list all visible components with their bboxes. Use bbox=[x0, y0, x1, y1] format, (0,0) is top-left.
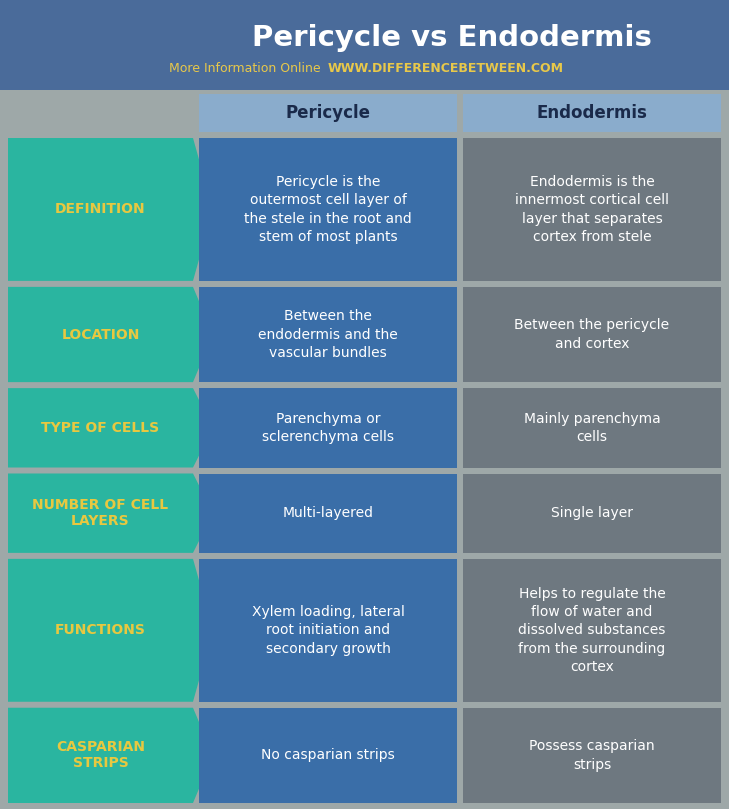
Text: Endodermis is the
innermost cortical cell
layer that separates
cortex from stele: Endodermis is the innermost cortical cel… bbox=[515, 175, 669, 244]
Text: More Information Online: More Information Online bbox=[169, 61, 321, 74]
Text: Between the pericycle
and cortex: Between the pericycle and cortex bbox=[515, 318, 669, 350]
Polygon shape bbox=[8, 138, 213, 281]
FancyBboxPatch shape bbox=[463, 138, 721, 281]
Polygon shape bbox=[8, 559, 213, 701]
Text: No casparian strips: No casparian strips bbox=[261, 748, 395, 762]
Text: Mainly parenchyma
cells: Mainly parenchyma cells bbox=[523, 412, 660, 444]
Text: LOCATION: LOCATION bbox=[61, 328, 140, 341]
Polygon shape bbox=[8, 287, 213, 382]
Text: Pericycle: Pericycle bbox=[286, 104, 370, 122]
FancyBboxPatch shape bbox=[463, 473, 721, 553]
Text: Pericycle is the
outermost cell layer of
the stele in the root and
stem of most : Pericycle is the outermost cell layer of… bbox=[244, 175, 412, 244]
FancyBboxPatch shape bbox=[463, 94, 721, 132]
Text: Single layer: Single layer bbox=[551, 506, 633, 520]
FancyBboxPatch shape bbox=[199, 94, 457, 132]
FancyBboxPatch shape bbox=[463, 287, 721, 382]
Text: Parenchyma or
sclerenchyma cells: Parenchyma or sclerenchyma cells bbox=[262, 412, 394, 444]
Text: Possess casparian
strips: Possess casparian strips bbox=[529, 739, 655, 772]
FancyBboxPatch shape bbox=[0, 0, 729, 90]
Text: DEFINITION: DEFINITION bbox=[55, 202, 146, 217]
Text: Between the
endodermis and the
vascular bundles: Between the endodermis and the vascular … bbox=[258, 309, 398, 360]
FancyBboxPatch shape bbox=[199, 559, 457, 701]
Polygon shape bbox=[8, 473, 213, 553]
FancyBboxPatch shape bbox=[199, 138, 457, 281]
Text: Pericycle vs Endodermis: Pericycle vs Endodermis bbox=[252, 24, 652, 52]
Text: WWW.DIFFERENCEBETWEEN.COM: WWW.DIFFERENCEBETWEEN.COM bbox=[328, 61, 564, 74]
Polygon shape bbox=[8, 388, 213, 468]
Text: Xylem loading, lateral
root initiation and
secondary growth: Xylem loading, lateral root initiation a… bbox=[252, 605, 405, 656]
Text: Multi-layered: Multi-layered bbox=[283, 506, 373, 520]
Text: Helps to regulate the
flow of water and
dissolved substances
from the surroundin: Helps to regulate the flow of water and … bbox=[518, 587, 666, 674]
FancyBboxPatch shape bbox=[199, 473, 457, 553]
FancyBboxPatch shape bbox=[463, 388, 721, 468]
Text: TYPE OF CELLS: TYPE OF CELLS bbox=[42, 421, 160, 434]
FancyBboxPatch shape bbox=[463, 708, 721, 803]
FancyBboxPatch shape bbox=[463, 559, 721, 701]
Text: Endodermis: Endodermis bbox=[537, 104, 647, 122]
FancyBboxPatch shape bbox=[199, 388, 457, 468]
FancyBboxPatch shape bbox=[199, 287, 457, 382]
Polygon shape bbox=[8, 708, 213, 803]
Text: FUNCTIONS: FUNCTIONS bbox=[55, 623, 146, 637]
FancyBboxPatch shape bbox=[199, 708, 457, 803]
Text: CASPARIAN
STRIPS: CASPARIAN STRIPS bbox=[56, 740, 145, 770]
Text: NUMBER OF CELL
LAYERS: NUMBER OF CELL LAYERS bbox=[32, 498, 168, 528]
